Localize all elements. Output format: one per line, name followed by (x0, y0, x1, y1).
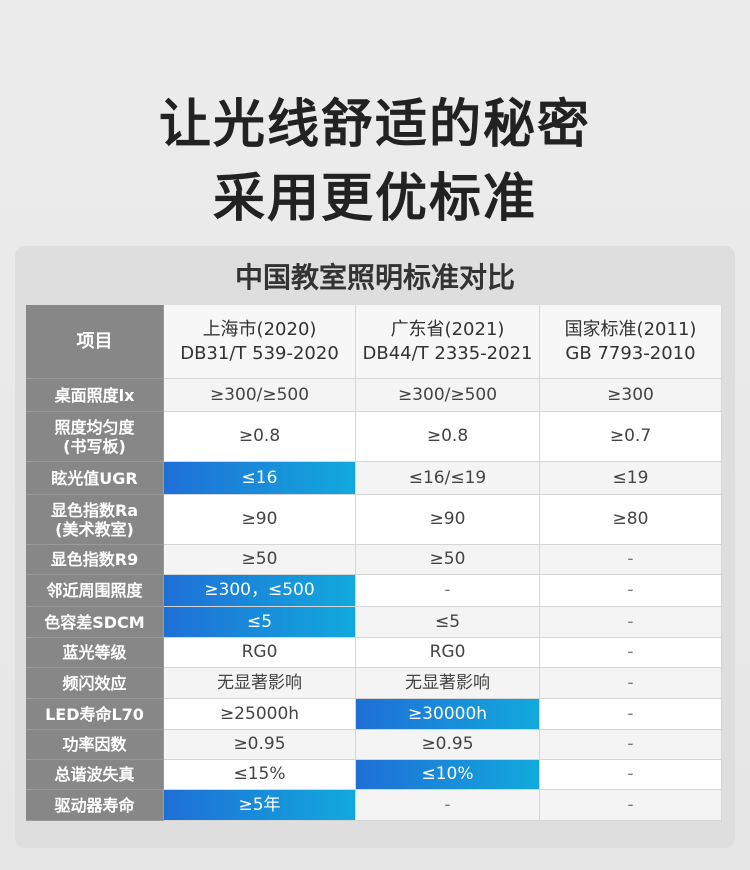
row-label-text: 邻近周围照度 (46, 581, 143, 600)
highlighted-value-cell: ≥5年 (164, 790, 356, 821)
value-cell: - (540, 638, 722, 668)
row-label: 邻近周围照度 (26, 575, 164, 607)
column-header-guangdong-code: DB44/T 2335-2021 (362, 342, 533, 364)
row-label: 蓝光等级 (26, 638, 164, 668)
value-cell: RG0 (356, 638, 540, 668)
row-label-text: 眩光值UGR (51, 468, 138, 488)
table-title: 中国教室照明标准对比 (234, 261, 515, 294)
value-cell: ≥80 (540, 495, 722, 545)
highlighted-value-cell: ≥300，≤500 (164, 575, 356, 607)
row-label-text: 显色指数R9 (50, 550, 139, 569)
value-cell: ≥50 (356, 545, 540, 575)
row-label-text: 频闪效应 (62, 673, 127, 693)
value-cell: 无显著影响 (356, 668, 540, 699)
row-label: 频闪效应 (26, 668, 164, 699)
highlighted-value-cell: ≤5 (164, 607, 356, 638)
value-cell: ≥50 (164, 545, 356, 575)
row-label-text: (书写板) (63, 436, 126, 456)
column-header-guangdong: 广东省(2021) DB44/T 2335-2021 (356, 305, 540, 379)
value-cell: ≤16/≤19 (356, 462, 540, 495)
row-label: 照度均匀度 (书写板) (26, 412, 164, 462)
column-header-shanghai: 上海市(2020) DB31/T 539-2020 (164, 305, 356, 379)
column-header-guangdong-name: 广东省(2021) (390, 318, 505, 340)
value-cell: - (540, 607, 722, 638)
value-cell: ≥0.95 (356, 730, 540, 760)
row-label-text: 桌面照度lx (54, 385, 135, 405)
row-label: 总谐波失真 (26, 760, 164, 790)
value-cell: ≤15% (164, 760, 356, 790)
headline-line-2: 采用更优标准 (212, 169, 537, 229)
row-label: 色容差SDCM (26, 607, 164, 638)
row-label: 眩光值UGR (26, 462, 164, 495)
value-cell: - (540, 699, 722, 730)
row-label-text: 总谐波失真 (54, 765, 135, 784)
row-label-text: 功率因数 (62, 735, 127, 754)
value-cell: ≤5 (356, 607, 540, 638)
value-cell: - (356, 790, 540, 821)
column-header-national-name: 国家标准(2011) (564, 318, 697, 340)
row-label-text: 显色指数Ra (50, 500, 139, 520)
highlighted-value-cell: ≥30000h (356, 699, 540, 730)
highlighted-value-cell: ≤16 (164, 462, 356, 495)
row-label: 显色指数R9 (26, 545, 164, 575)
value-cell: ≥0.7 (540, 412, 722, 462)
value-cell: - (356, 575, 540, 607)
row-label: 功率因数 (26, 730, 164, 760)
row-label: 显色指数Ra (美术教室) (26, 495, 164, 545)
value-cell: ≥0.8 (164, 412, 356, 462)
value-cell: RG0 (164, 638, 356, 668)
row-label-text: LED寿命L70 (45, 704, 144, 724)
value-cell: - (540, 730, 722, 760)
row-label-text: 蓝光等级 (62, 643, 127, 662)
row-label: LED寿命L70 (26, 699, 164, 730)
row-label: 桌面照度lx (26, 379, 164, 412)
value-cell: ≥25000h (164, 699, 356, 730)
value-cell: ≥90 (356, 495, 540, 545)
value-cell: - (540, 545, 722, 575)
value-cell: 无显著影响 (164, 668, 356, 699)
value-cell: ≤19 (540, 462, 722, 495)
row-label-text: 照度均匀度 (54, 417, 135, 437)
column-header-national-code: GB 7793-2010 (565, 342, 696, 364)
standards-comparison-table: 项目 上海市(2020) DB31/T 539-2020 广东省(2021) D… (26, 305, 722, 821)
highlighted-value-cell: ≤10% (356, 760, 540, 790)
value-cell: - (540, 760, 722, 790)
value-cell: ≥0.95 (164, 730, 356, 760)
value-cell: ≥300/≥500 (356, 379, 540, 412)
value-cell: ≥0.8 (356, 412, 540, 462)
row-label-text: 色容差SDCM (44, 612, 145, 632)
row-label-text: (美术教室) (55, 519, 134, 539)
value-cell: - (540, 790, 722, 821)
value-cell: ≥300/≥500 (164, 379, 356, 412)
column-header-item: 项目 (26, 305, 164, 379)
value-cell: - (540, 668, 722, 699)
row-label-text: 驱动器寿命 (54, 795, 135, 815)
column-header-national: 国家标准(2011) GB 7793-2010 (540, 305, 722, 379)
value-cell: - (540, 575, 722, 607)
row-label: 驱动器寿命 (26, 790, 164, 821)
value-cell: ≥300 (540, 379, 722, 412)
value-cell: ≥90 (164, 495, 356, 545)
column-header-shanghai-code: DB31/T 539-2020 (180, 342, 339, 364)
column-header-shanghai-name: 上海市(2020) (202, 318, 317, 340)
headline-line-1: 让光线舒适的秘密 (158, 95, 591, 155)
